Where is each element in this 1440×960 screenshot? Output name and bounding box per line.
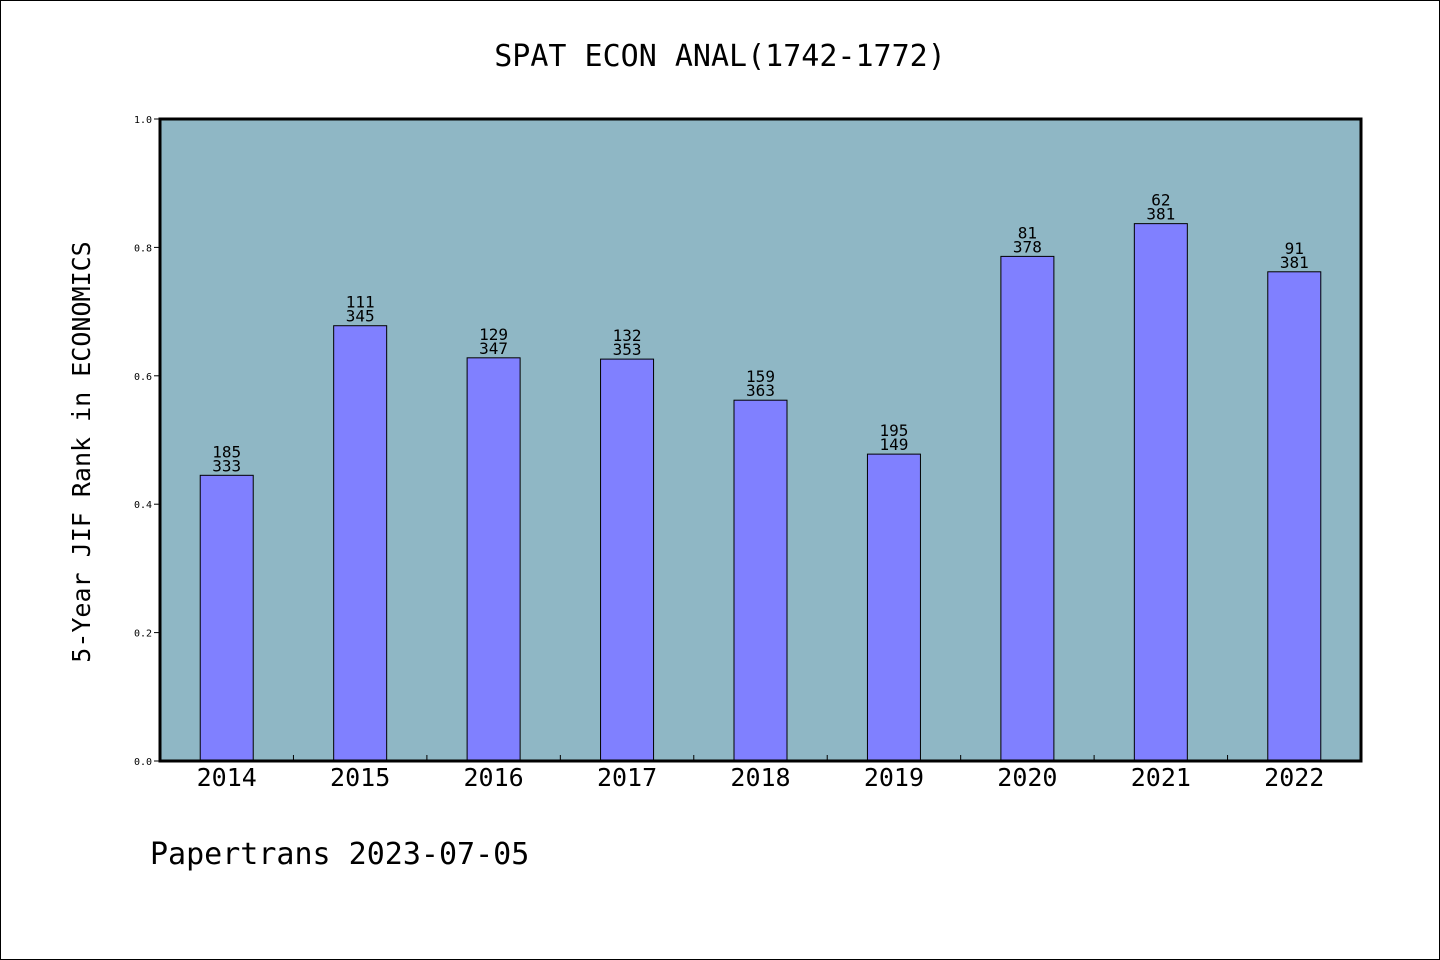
bar <box>1267 271 1322 762</box>
x-tick-label: 2017 <box>597 763 657 792</box>
bar-label-top: 159 <box>746 367 775 386</box>
x-tick-label: 2018 <box>730 763 790 792</box>
bar-label-top: 111 <box>346 293 375 312</box>
bar-label-bottom: 381 <box>1146 205 1175 224</box>
bar <box>466 357 521 762</box>
bar <box>600 358 655 762</box>
x-axis: 2014 2015 2016 2017 2018 2019 2020 2021 2022 <box>197 755 1324 792</box>
bar-label-top: 62 <box>1151 191 1170 210</box>
bar-label-top: 195 <box>879 421 908 440</box>
x-tick-label: 2020 <box>997 763 1057 792</box>
bar-label-top: 132 <box>613 326 642 345</box>
y-tick-label: 0.6 <box>134 372 152 383</box>
y-axis: 0.0 0.2 0.4 0.6 0.8 1.0 <box>134 115 160 768</box>
bar-label-bottom: 345 <box>346 307 375 326</box>
x-tick-label: 2021 <box>1131 763 1191 792</box>
bar-label-bottom: 381 <box>1280 253 1309 272</box>
bar-label-bottom: 333 <box>212 456 241 475</box>
x-tick-label: 2014 <box>197 763 257 792</box>
x-tick-label: 2016 <box>464 763 524 792</box>
y-tick-label: 0.8 <box>134 243 152 254</box>
plot-border <box>158 117 1363 763</box>
bar <box>199 474 254 762</box>
y-tick-label: 1.0 <box>134 115 152 126</box>
y-axis-label: 5-Year JIF Rank in ECONOMICS <box>67 241 96 662</box>
bar-label-top: 91 <box>1285 239 1304 258</box>
footer-credit: Papertrans 2023-07-05 <box>150 837 529 872</box>
y-tick-label: 0.4 <box>134 500 152 511</box>
bar <box>1000 255 1055 762</box>
bar <box>866 453 921 762</box>
bar <box>733 399 788 762</box>
chart-title: SPAT ECON ANAL(1742-1772) <box>494 39 946 74</box>
bar-label-bottom: 353 <box>613 340 642 359</box>
bar-label-bottom: 363 <box>746 381 775 400</box>
x-tick-label: 2022 <box>1264 763 1324 792</box>
bar-label-bottom: 378 <box>1013 237 1042 256</box>
bar <box>1133 223 1188 762</box>
bar <box>333 325 388 762</box>
y-tick-label: 0.2 <box>134 629 152 640</box>
bar-label-bottom: 347 <box>479 339 508 358</box>
bar-label-top: 129 <box>479 325 508 344</box>
bar-label-top: 81 <box>1018 223 1037 242</box>
x-tick-label: 2015 <box>330 763 390 792</box>
y-tick-label: 0.0 <box>134 757 152 768</box>
x-tick-label: 2019 <box>864 763 924 792</box>
bar-label-bottom: 149 <box>879 435 908 454</box>
bar-label-top: 185 <box>212 442 241 461</box>
